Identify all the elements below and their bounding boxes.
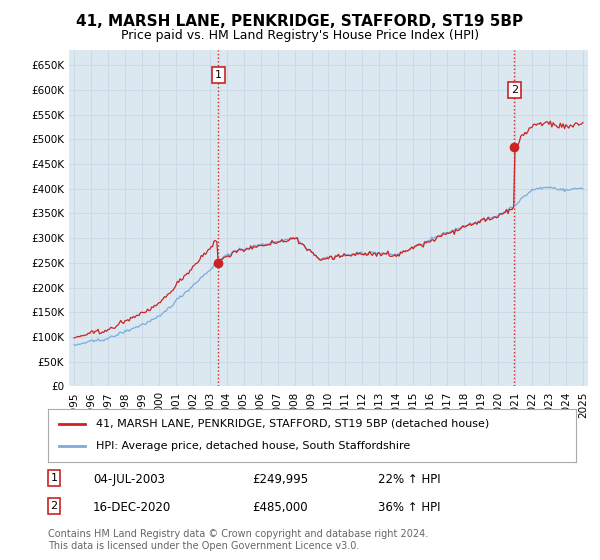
Text: 41, MARSH LANE, PENKRIDGE, STAFFORD, ST19 5BP (detached house): 41, MARSH LANE, PENKRIDGE, STAFFORD, ST1… [95, 419, 489, 429]
Text: 22% ↑ HPI: 22% ↑ HPI [378, 473, 440, 486]
Text: 1: 1 [215, 70, 222, 80]
Text: 16-DEC-2020: 16-DEC-2020 [93, 501, 171, 514]
Text: 1: 1 [50, 473, 58, 483]
Text: £249,995: £249,995 [252, 473, 308, 486]
Text: 36% ↑ HPI: 36% ↑ HPI [378, 501, 440, 514]
Text: 04-JUL-2003: 04-JUL-2003 [93, 473, 165, 486]
Text: 2: 2 [50, 501, 58, 511]
Text: Price paid vs. HM Land Registry's House Price Index (HPI): Price paid vs. HM Land Registry's House … [121, 29, 479, 42]
Text: Contains HM Land Registry data © Crown copyright and database right 2024.
This d: Contains HM Land Registry data © Crown c… [48, 529, 428, 551]
Text: 41, MARSH LANE, PENKRIDGE, STAFFORD, ST19 5BP: 41, MARSH LANE, PENKRIDGE, STAFFORD, ST1… [76, 14, 524, 29]
Text: £485,000: £485,000 [252, 501, 308, 514]
Text: 2: 2 [511, 85, 518, 95]
Text: HPI: Average price, detached house, South Staffordshire: HPI: Average price, detached house, Sout… [95, 441, 410, 451]
